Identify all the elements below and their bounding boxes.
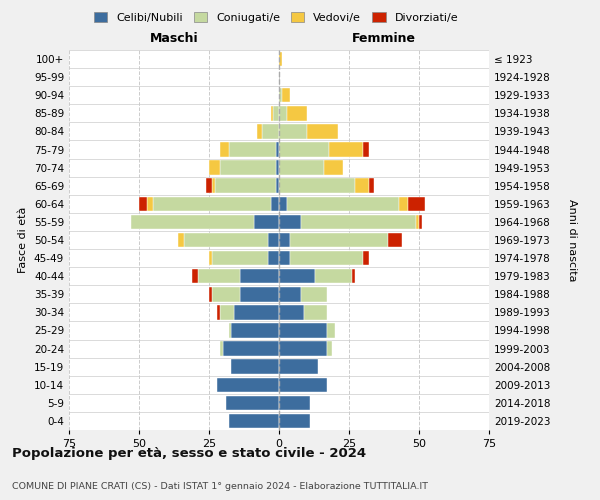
Bar bbox=[287, 106, 307, 120]
Bar bbox=[301, 214, 416, 229]
Bar bbox=[209, 287, 212, 302]
Bar bbox=[368, 178, 374, 193]
Bar bbox=[215, 178, 276, 193]
Bar bbox=[209, 251, 212, 266]
Bar bbox=[206, 178, 212, 193]
Bar bbox=[268, 251, 279, 266]
Bar bbox=[282, 88, 290, 102]
Bar bbox=[388, 233, 402, 247]
Bar bbox=[262, 124, 279, 138]
Bar bbox=[279, 233, 290, 247]
Bar bbox=[153, 196, 271, 211]
Bar bbox=[178, 233, 184, 247]
Bar bbox=[184, 233, 268, 247]
Y-axis label: Fasce di età: Fasce di età bbox=[19, 207, 28, 273]
Bar bbox=[279, 287, 301, 302]
Bar bbox=[212, 178, 215, 193]
Bar bbox=[131, 214, 254, 229]
Y-axis label: Anni di nascita: Anni di nascita bbox=[567, 198, 577, 281]
Bar bbox=[226, 396, 279, 410]
Bar bbox=[276, 178, 279, 193]
Bar bbox=[419, 214, 422, 229]
Bar bbox=[279, 196, 287, 211]
Bar bbox=[279, 160, 324, 175]
Bar bbox=[223, 342, 279, 356]
Bar bbox=[229, 323, 232, 338]
Bar bbox=[363, 142, 368, 157]
Bar bbox=[326, 342, 332, 356]
Bar bbox=[304, 305, 326, 320]
Bar bbox=[279, 396, 310, 410]
Bar bbox=[279, 251, 290, 266]
Bar bbox=[329, 142, 363, 157]
Bar bbox=[257, 124, 262, 138]
Bar bbox=[220, 305, 234, 320]
Text: Popolazione per età, sesso e stato civile - 2024: Popolazione per età, sesso e stato civil… bbox=[12, 448, 366, 460]
Bar bbox=[279, 88, 282, 102]
Bar bbox=[290, 233, 388, 247]
Bar bbox=[240, 269, 279, 283]
Bar bbox=[301, 287, 326, 302]
Bar bbox=[408, 196, 425, 211]
Bar bbox=[212, 287, 240, 302]
Bar bbox=[217, 305, 220, 320]
Bar bbox=[271, 106, 274, 120]
Bar bbox=[220, 342, 223, 356]
Bar bbox=[400, 196, 408, 211]
Bar bbox=[139, 196, 148, 211]
Bar bbox=[352, 269, 355, 283]
Bar bbox=[416, 214, 419, 229]
Bar bbox=[271, 196, 279, 211]
Bar bbox=[363, 251, 368, 266]
Bar bbox=[198, 269, 240, 283]
Bar bbox=[279, 178, 355, 193]
Bar bbox=[192, 269, 198, 283]
Bar bbox=[279, 269, 316, 283]
Bar bbox=[217, 378, 279, 392]
Text: Femmine: Femmine bbox=[352, 32, 416, 44]
Bar bbox=[254, 214, 279, 229]
Bar bbox=[279, 323, 326, 338]
Bar bbox=[279, 342, 326, 356]
Bar bbox=[355, 178, 368, 193]
Bar bbox=[307, 124, 338, 138]
Bar bbox=[276, 160, 279, 175]
Bar bbox=[287, 196, 400, 211]
Bar bbox=[276, 142, 279, 157]
Bar bbox=[234, 305, 279, 320]
Bar bbox=[220, 142, 229, 157]
Bar bbox=[324, 160, 343, 175]
Bar bbox=[279, 378, 326, 392]
Bar bbox=[290, 251, 363, 266]
Bar bbox=[274, 106, 279, 120]
Text: COMUNE DI PIANE CRATI (CS) - Dati ISTAT 1° gennaio 2024 - Elaborazione TUTTITALI: COMUNE DI PIANE CRATI (CS) - Dati ISTAT … bbox=[12, 482, 428, 491]
Bar bbox=[232, 360, 279, 374]
Text: Maschi: Maschi bbox=[149, 32, 199, 44]
Bar bbox=[279, 214, 301, 229]
Bar bbox=[279, 52, 282, 66]
Bar bbox=[212, 251, 268, 266]
Bar bbox=[279, 305, 304, 320]
Bar bbox=[279, 360, 318, 374]
Bar bbox=[220, 160, 276, 175]
Bar bbox=[316, 269, 352, 283]
Bar bbox=[279, 124, 307, 138]
Bar bbox=[148, 196, 153, 211]
Bar bbox=[232, 323, 279, 338]
Bar bbox=[326, 323, 335, 338]
Bar bbox=[279, 106, 287, 120]
Bar bbox=[279, 414, 310, 428]
Bar bbox=[279, 142, 329, 157]
Bar bbox=[229, 142, 276, 157]
Bar bbox=[209, 160, 220, 175]
Bar bbox=[268, 233, 279, 247]
Bar bbox=[240, 287, 279, 302]
Legend: Celibi/Nubili, Coniugati/e, Vedovi/e, Divorziati/e: Celibi/Nubili, Coniugati/e, Vedovi/e, Di… bbox=[89, 8, 463, 28]
Bar bbox=[229, 414, 279, 428]
